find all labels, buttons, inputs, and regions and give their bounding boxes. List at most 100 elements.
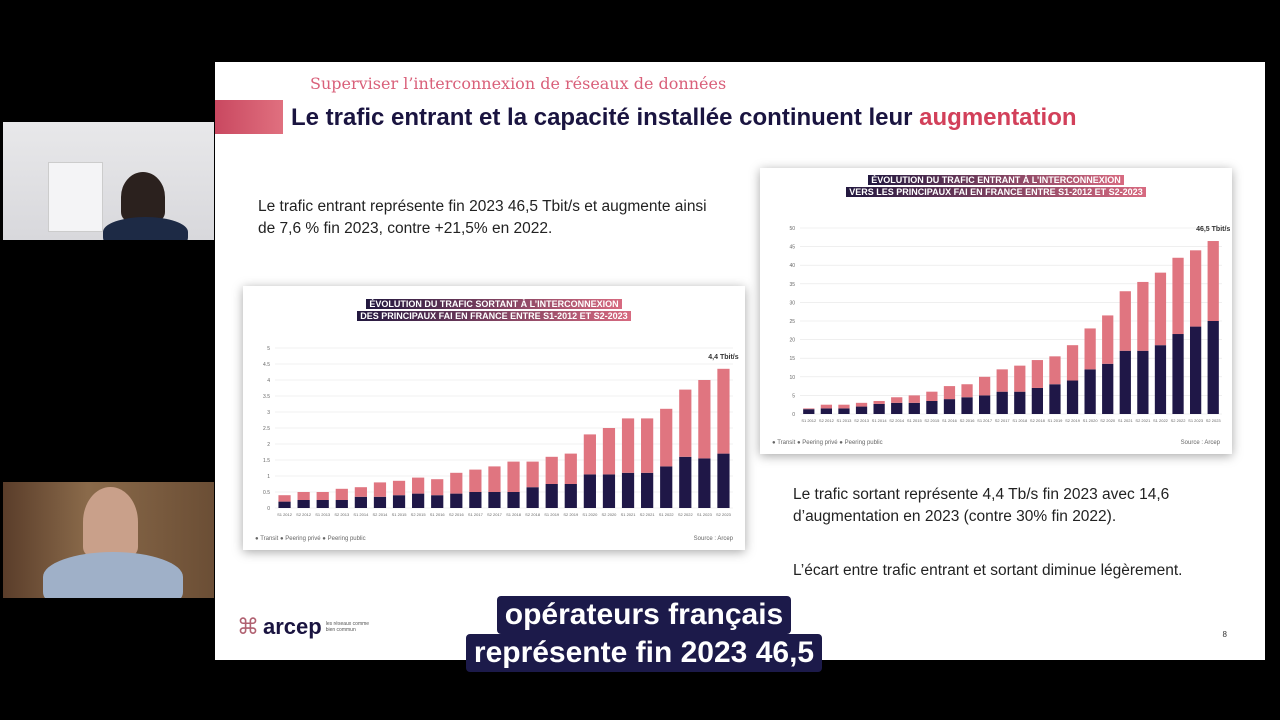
bar-segment: [545, 456, 558, 484]
bar-segment: [431, 479, 444, 496]
x-tick-label: S1 2012: [277, 512, 293, 517]
y-tick-label: 30: [789, 300, 795, 306]
bar-segment: [943, 386, 956, 400]
bar-segment: [641, 472, 654, 508]
bar-segment: [526, 487, 539, 508]
bar-segment: [488, 492, 501, 508]
x-tick-label: S1 2014: [353, 512, 369, 517]
bar-segment: [1066, 380, 1079, 414]
participant-video-1[interactable]: [3, 122, 214, 240]
bar-segment: [961, 384, 973, 398]
y-tick-label: 5: [267, 346, 270, 352]
x-tick-label: S2 2019: [563, 512, 579, 517]
bar-segment: [1119, 291, 1131, 351]
x-tick-label: S2 2016: [449, 512, 465, 517]
bar-segment: [1189, 250, 1202, 327]
x-tick-label: S2 2021: [640, 512, 656, 517]
title-accent-bar: [215, 100, 283, 134]
chart-title-line2: DES PRINCIPAUX FAI EN FRANCE ENTRE S1-20…: [357, 311, 631, 321]
bar-segment: [354, 496, 367, 508]
bar-segment: [278, 495, 291, 502]
bar-segment: [803, 409, 815, 414]
bar-segment: [660, 408, 673, 467]
bar-segment: [583, 434, 596, 475]
bar-segment: [996, 369, 1008, 392]
y-tick-label: 3: [267, 410, 270, 416]
x-tick-label: S1 2021: [621, 512, 637, 517]
x-tick-label: S1 2013: [837, 418, 853, 423]
bar-segment: [316, 500, 329, 508]
x-tick-label: S2 2019: [1065, 418, 1081, 423]
bar-segment: [698, 458, 711, 508]
bar-segment: [978, 395, 991, 414]
x-tick-label: S1 2023: [697, 512, 713, 517]
bar-segment: [1049, 384, 1061, 414]
y-tick-label: 35: [789, 282, 795, 288]
paragraph-entrant: Le trafic entrant représente fin 2023 46…: [258, 198, 707, 237]
bar-segment: [1031, 360, 1044, 388]
x-tick-label: S2 2023: [716, 512, 732, 517]
bar-segment: [717, 368, 730, 454]
y-tick-label: 0.5: [263, 490, 270, 496]
bar-segment: [660, 466, 673, 508]
title-main: Le trafic entrant et la capacité install…: [291, 104, 920, 131]
x-tick-label: S2 2017: [487, 512, 503, 517]
y-tick-label: 25: [789, 319, 795, 325]
chart-annotation: 46,5 Tbit/s: [1196, 226, 1230, 233]
bar-segment: [278, 501, 291, 508]
x-tick-label: S2 2022: [1171, 418, 1187, 423]
bar-segment: [717, 453, 730, 508]
bar-segment: [1154, 345, 1167, 414]
bar-segment: [926, 391, 938, 401]
bar-segment: [855, 406, 868, 414]
x-tick-label: S1 2014: [872, 418, 888, 423]
x-tick-label: S1 2017: [977, 418, 993, 423]
x-tick-label: S1 2019: [1048, 418, 1064, 423]
bar-segment: [526, 461, 539, 488]
x-tick-label: S1 2018: [506, 512, 522, 517]
bar-segment: [873, 403, 885, 414]
x-tick-label: S2 2015: [924, 418, 940, 423]
logo-mark-icon: ⌘: [237, 614, 259, 639]
bar-segment: [1014, 391, 1026, 414]
bar-segment: [392, 480, 406, 496]
chart-title-line1: ÉVOLUTION DU TRAFIC ENTRANT À L’INTERCON…: [868, 175, 1124, 185]
x-tick-label: S2 2014: [373, 512, 389, 517]
bar-segment: [354, 487, 367, 497]
caption-line-1: opérateurs français: [496, 596, 792, 634]
x-tick-label: S1 2022: [659, 512, 675, 517]
bar-segment: [564, 453, 577, 484]
y-tick-label: 3.5: [263, 394, 270, 400]
y-tick-label: 10: [789, 375, 795, 381]
y-tick-label: 0: [792, 412, 795, 418]
chart-source: Source : Arcep: [693, 536, 733, 542]
participant-head: [83, 487, 138, 557]
bar-segment: [335, 500, 348, 508]
chart-trafic-sortant: ÉVOLUTION DU TRAFIC SORTANT À L’INTERCON…: [243, 286, 745, 550]
bar-segment: [602, 428, 616, 475]
bar-segment: [1119, 350, 1131, 414]
participant-video-2[interactable]: [3, 482, 214, 598]
x-tick-label: S1 2020: [1083, 418, 1099, 423]
bar-segment: [1172, 334, 1184, 414]
arcep-logo: ⌘ arcep les réseaux comme bien commun: [237, 614, 370, 639]
bar-segment: [679, 456, 692, 508]
bar-segment: [373, 496, 387, 508]
bar-segment: [431, 495, 444, 508]
bar-segment: [469, 492, 482, 508]
chart-source: Source : Arcep: [1180, 440, 1220, 446]
y-tick-label: 20: [789, 338, 795, 344]
y-tick-label: 5: [792, 393, 795, 399]
bar-segment: [873, 400, 885, 404]
bar-segment: [908, 395, 920, 403]
bar-segment: [335, 488, 348, 500]
bar-segment: [507, 492, 520, 508]
bar-segment: [803, 408, 815, 410]
chart-legend: ● Transit ● Peering privé ● Peering publ…: [772, 440, 883, 446]
bar-segment: [908, 402, 920, 414]
bar-segment: [1084, 328, 1096, 370]
x-tick-label: S1 2015: [907, 418, 923, 423]
bar-segment: [488, 466, 501, 492]
participant-head: [121, 172, 165, 222]
x-tick-label: S1 2022: [1153, 418, 1169, 423]
